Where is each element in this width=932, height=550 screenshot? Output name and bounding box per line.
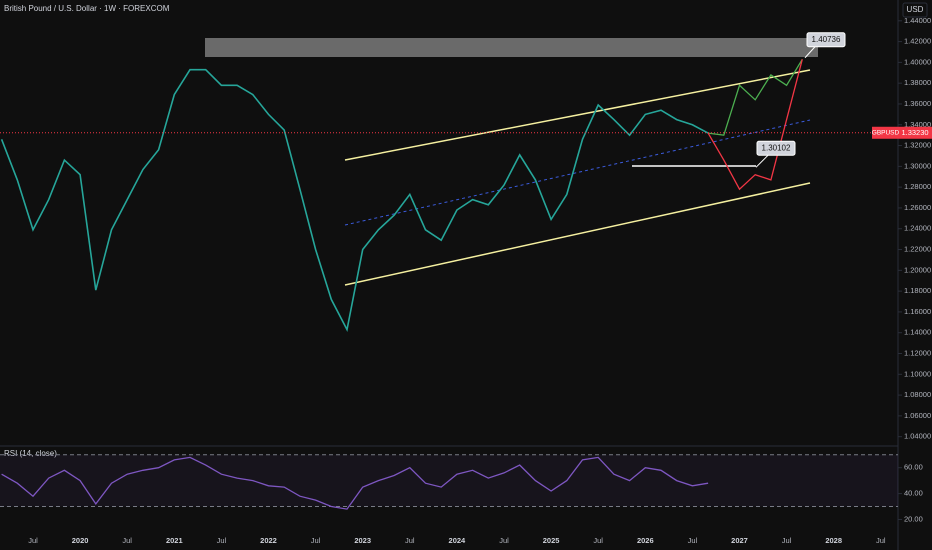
target-label: 1.40736 xyxy=(812,35,841,44)
support-box xyxy=(756,140,796,156)
x-tick-label: 2025 xyxy=(543,536,560,545)
currency[interactable]: USD xyxy=(907,5,924,14)
x-tick-label: 2026 xyxy=(637,536,654,545)
y-tick-label: 1.04000 xyxy=(904,432,931,441)
x-tick-label: 2021 xyxy=(166,536,183,545)
series-line xyxy=(0,68,709,332)
y-tick-label: 1.14000 xyxy=(904,328,931,337)
y-tick-label: 1.10000 xyxy=(904,369,931,378)
symbol-tag xyxy=(872,126,899,139)
y-tick-label: 1.30000 xyxy=(904,161,931,170)
target-box xyxy=(806,32,846,48)
y-tick-label: 1.28000 xyxy=(904,182,931,191)
x-tick-label: 2020 xyxy=(72,536,89,545)
y-tick-label: 1.08000 xyxy=(904,390,931,399)
x-tick-label: Jul xyxy=(782,536,792,545)
rsi-title: RSI (14, close) xyxy=(4,449,57,458)
symbol: GBPUSD xyxy=(872,129,900,136)
y-tick-label: 1.06000 xyxy=(904,411,931,420)
x-tick-label: 2028 xyxy=(825,536,842,545)
y-tick-label: 1.40000 xyxy=(904,57,931,66)
y-tick-label: 20.00 xyxy=(904,514,923,523)
y-tick-label: 1.34000 xyxy=(904,120,931,129)
last-price: 1.33230 xyxy=(901,128,928,137)
y-tick-label: 1.22000 xyxy=(904,245,931,254)
x-tick-label: Jul xyxy=(688,536,698,545)
y-tick-label: 1.24000 xyxy=(904,224,931,233)
y-tick-label: 1.44000 xyxy=(904,16,931,25)
x-tick-label: 2027 xyxy=(731,536,748,545)
x-tick-label: Jul xyxy=(876,536,886,545)
target-callout xyxy=(804,46,816,59)
y-tick-label: 1.42000 xyxy=(904,37,931,46)
series-line xyxy=(1,456,709,510)
x-tick-label: Jul xyxy=(28,536,38,545)
y-tick-label: 1.16000 xyxy=(904,307,931,316)
y-tick-label: 60.00 xyxy=(904,463,923,472)
y-tick-label: 1.32000 xyxy=(904,141,931,150)
y-tick-label: 1.36000 xyxy=(904,99,931,108)
series-line xyxy=(708,58,803,136)
x-tick-label: 2023 xyxy=(354,536,371,545)
x-tick-label: Jul xyxy=(405,536,415,545)
x-tick-label: Jul xyxy=(593,536,603,545)
y-tick-label: 1.26000 xyxy=(904,203,931,212)
y-tick-label: 1.12000 xyxy=(904,348,931,357)
support-callout xyxy=(755,154,769,168)
x-tick-label: Jul xyxy=(499,536,509,545)
x-tick-label: Jul xyxy=(311,536,321,545)
y-tick-label: 1.38000 xyxy=(904,78,931,87)
y-tick-label: 1.18000 xyxy=(904,286,931,295)
x-tick-label: Jul xyxy=(217,536,227,545)
last-price-tag xyxy=(899,126,932,139)
channel-lower xyxy=(344,182,811,286)
channel-mid xyxy=(344,119,811,226)
y-tick-label: 40.00 xyxy=(904,489,923,498)
x-tick-label: Jul xyxy=(122,536,132,545)
channel-upper xyxy=(344,69,811,161)
x-tick-label: 2022 xyxy=(260,536,277,545)
support-label: 1.30102 xyxy=(762,143,791,152)
y-tick-label: 1.20000 xyxy=(904,265,931,274)
x-tick-label: 2024 xyxy=(449,536,467,545)
series-line xyxy=(707,59,803,191)
currency-box[interactable] xyxy=(902,2,928,18)
resistance-zone xyxy=(205,38,818,57)
chart-title: British Pound / U.S. Dollar · 1W · FOREX… xyxy=(4,4,170,13)
